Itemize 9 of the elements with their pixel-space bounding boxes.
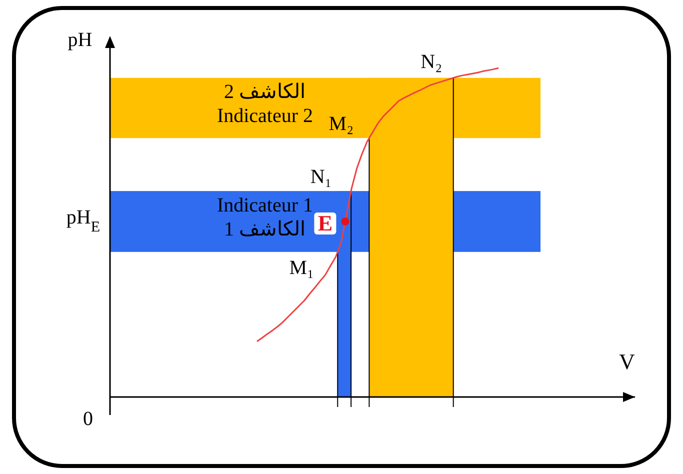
annotation: M₂ — [328, 113, 354, 136]
text: V — [619, 349, 636, 374]
annotation: N₂ — [420, 50, 442, 73]
text: pH — [68, 29, 92, 51]
text: pH$_{E}$ — [66, 206, 100, 236]
annotation: M₁ — [289, 256, 314, 279]
text: 0 — [83, 408, 93, 430]
annotation: E — [318, 210, 333, 236]
annotation: N₁ — [310, 166, 332, 188]
